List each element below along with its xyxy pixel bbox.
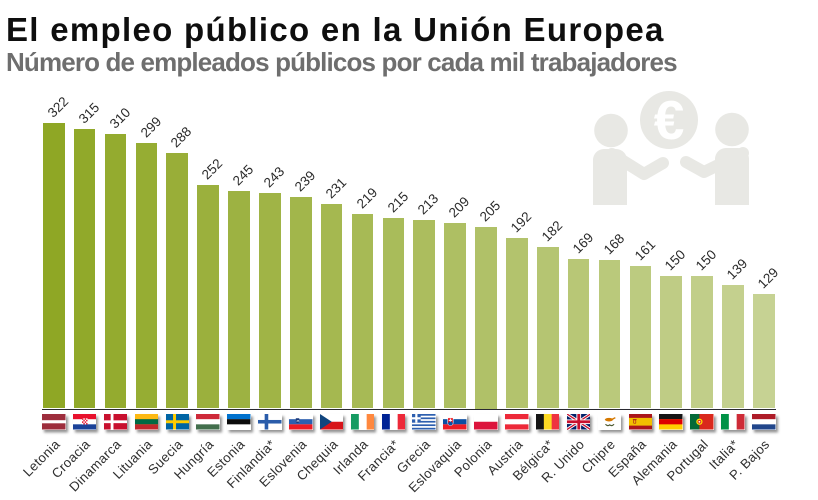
svg-text:€: € bbox=[654, 89, 685, 151]
